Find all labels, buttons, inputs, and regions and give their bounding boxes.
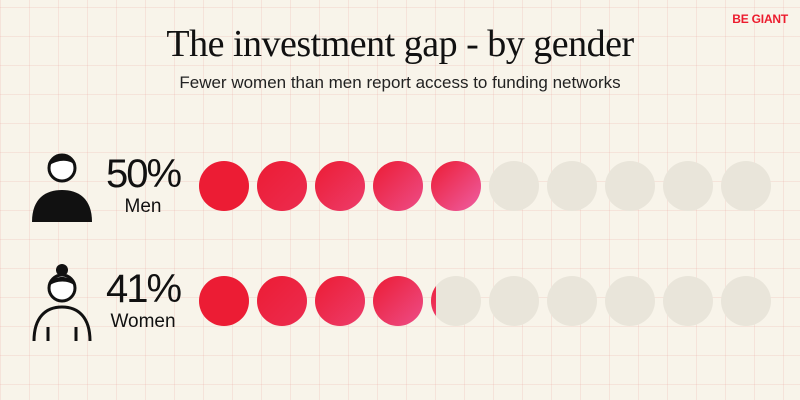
women-label: Women <box>110 311 176 332</box>
unit-dot-empty <box>663 161 713 211</box>
unit-dot-empty <box>547 161 597 211</box>
unit-dot-filled <box>431 161 481 211</box>
unit-dot-empty <box>605 276 655 326</box>
men-row: 50% Men <box>0 140 800 230</box>
chart-subtitle: Fewer women than men report access to fu… <box>179 73 621 92</box>
man-icon <box>32 153 92 222</box>
woman-icon <box>32 264 92 342</box>
unit-dot-filled <box>257 161 307 211</box>
unit-dot-filled <box>315 276 365 326</box>
men-percent: 50% <box>105 152 182 196</box>
unit-dot-empty <box>721 276 771 326</box>
unit-dot-empty <box>489 276 539 326</box>
unit-dot-empty <box>547 276 597 326</box>
men-label: Men <box>124 196 162 217</box>
unit-dot-filled <box>431 286 436 316</box>
women-row: 41% Women <box>0 255 800 345</box>
unit-dot-filled <box>199 161 249 211</box>
unit-dot-filled <box>373 276 423 326</box>
unit-dot-filled <box>315 161 365 211</box>
unit-dot-filled <box>257 276 307 326</box>
unit-dot-empty <box>605 161 655 211</box>
women-percent: 41% <box>105 267 182 311</box>
men-dots <box>199 161 771 211</box>
unit-dot-empty <box>431 276 481 326</box>
women-dots <box>199 276 771 326</box>
chart-title: The investment gap - by gender <box>166 23 634 65</box>
unit-dot-filled <box>373 161 423 211</box>
unit-dot-empty <box>663 276 713 326</box>
brand-logo: BE GIANT <box>732 12 788 26</box>
unit-dot-filled <box>199 276 249 326</box>
unit-dot-empty <box>489 161 539 211</box>
unit-dot-empty <box>721 161 771 211</box>
